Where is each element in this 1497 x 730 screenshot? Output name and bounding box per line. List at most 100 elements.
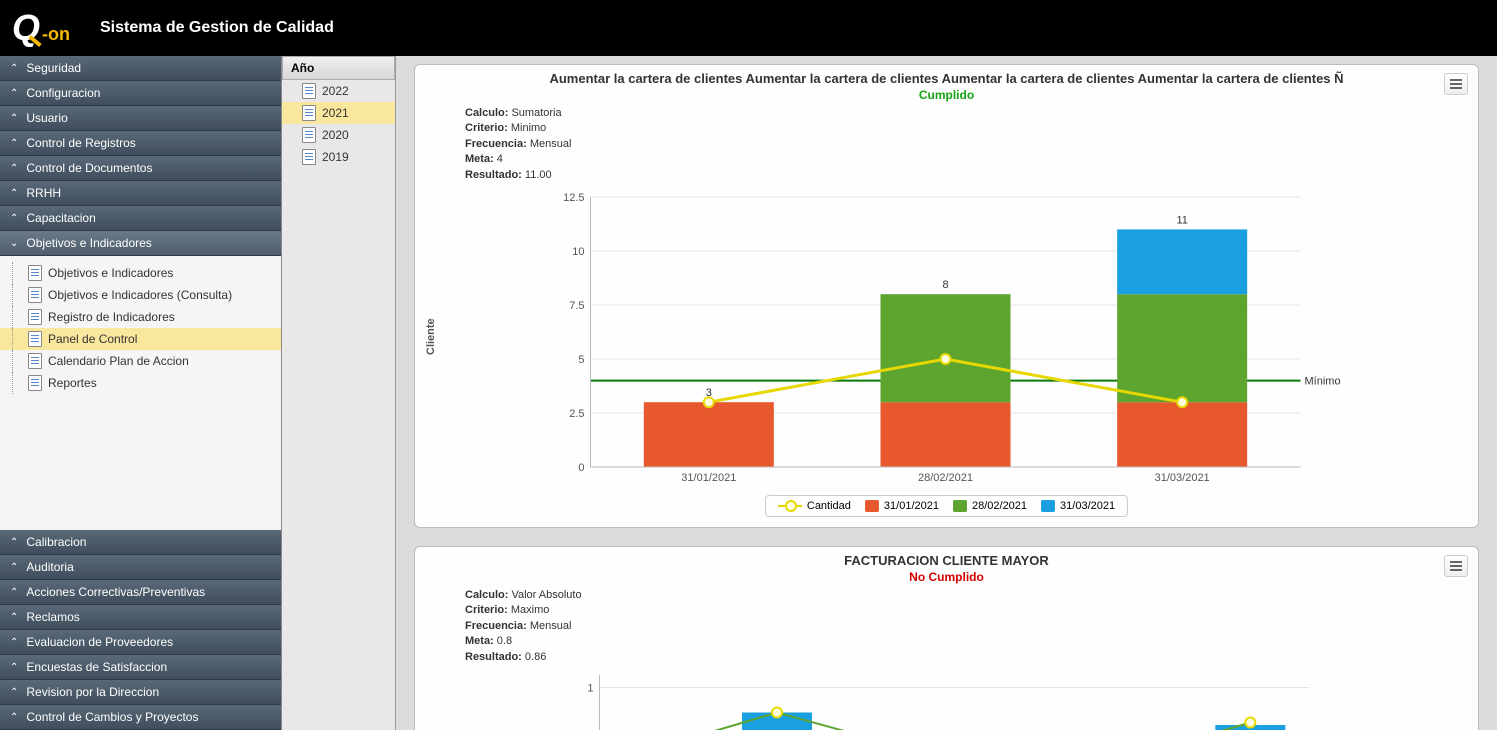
chevron-up-icon: ⌃ — [10, 587, 18, 598]
svg-text:31/01/2021: 31/01/2021 — [681, 472, 736, 484]
svg-text:31/03/2021: 31/03/2021 — [1155, 472, 1210, 484]
svg-text:5: 5 — [578, 354, 584, 366]
chart-meta: Calculo: Sumatoria Criterio: Minimo Frec… — [465, 106, 1468, 183]
sidebar-label: Reclamos — [26, 610, 79, 624]
chart-menu-button[interactable] — [1444, 555, 1468, 577]
sidebar-label: Seguridad — [26, 61, 81, 75]
sidebar-item[interactable]: ⌃Control de Documentos — [0, 156, 281, 181]
legend-item: 28/02/2021 — [953, 500, 1027, 512]
sidebar-label: Usuario — [26, 111, 67, 125]
sidebar-item[interactable]: ⌃ Encuestas de Satisfaccion — [0, 655, 281, 680]
chart-menu-button[interactable] — [1444, 73, 1468, 95]
chart-status: No Cumplido — [425, 570, 1468, 584]
submenu-label: Objetivos e Indicadores — [48, 266, 173, 280]
sidebar-item-expanded[interactable]: ⌄ Objetivos e Indicadores — [0, 231, 281, 256]
app-header: Q -on Sistema de Gestion de Calidad — [0, 0, 1497, 56]
chevron-up-icon: ⌃ — [10, 562, 18, 573]
submenu-item[interactable]: Calendario Plan de Accion — [0, 350, 281, 372]
sidebar-item[interactable]: ⌃ Capacitacion — [0, 206, 281, 231]
year-item[interactable]: 2021 — [282, 102, 395, 124]
chevron-up-icon: ⌃ — [10, 213, 18, 224]
submenu-item[interactable]: Objetivos e Indicadores (Consulta) — [0, 284, 281, 306]
sidebar-item[interactable]: ⌃Control de Registros — [0, 131, 281, 156]
svg-text:11: 11 — [1176, 214, 1187, 226]
chevron-up-icon: ⌃ — [10, 637, 18, 648]
chevron-up-icon: ⌃ — [10, 188, 18, 199]
document-icon — [28, 265, 42, 281]
logo-on: -on — [42, 24, 70, 45]
svg-text:7.5: 7.5 — [569, 300, 584, 312]
document-icon — [302, 105, 316, 121]
sidebar-label: Encuestas de Satisfaccion — [26, 660, 167, 674]
chart-legend: Cantidad31/01/202128/02/202131/03/2021 — [765, 495, 1128, 517]
legend-item: 31/01/2021 — [865, 500, 939, 512]
sidebar-label: Capacitacion — [26, 211, 95, 225]
chevron-up-icon: ⌃ — [10, 712, 18, 723]
chart-plot: 0.751Máximo — [443, 669, 1486, 730]
sidebar-label: Control de Documentos — [26, 161, 152, 175]
svg-text:Mínimo: Mínimo — [1305, 376, 1341, 388]
svg-text:2.5: 2.5 — [569, 408, 584, 420]
year-item[interactable]: 2019 — [282, 146, 395, 168]
submenu-item[interactable]: Reportes — [0, 372, 281, 394]
sidebar-item[interactable]: ⌃Revision por la Direccion — [0, 680, 281, 705]
sidebar-label: Revision por la Direccion — [26, 685, 159, 699]
chart-title: Aumentar la cartera de clientes Aumentar… — [425, 71, 1468, 86]
y-axis-label: Cliente — [425, 187, 443, 487]
chart-plot: 02.557.51012.5Mínimo331/01/2021828/02/20… — [443, 187, 1468, 487]
svg-text:8: 8 — [942, 279, 948, 291]
sidebar-label: Control de Cambios y Proyectos — [26, 710, 198, 724]
sidebar-item[interactable]: ⌃Configuracion — [0, 81, 281, 106]
logo-q: Q — [12, 7, 40, 49]
submenu-item[interactable]: Objetivos e Indicadores — [0, 262, 281, 284]
chevron-up-icon: ⌃ — [10, 138, 18, 149]
document-icon — [302, 127, 316, 143]
submenu-label: Registro de Indicadores — [48, 310, 175, 324]
sidebar-item[interactable]: ⌃Evaluacion de Proveedores — [0, 630, 281, 655]
svg-text:12.5: 12.5 — [563, 192, 584, 204]
chevron-up-icon: ⌃ — [10, 537, 18, 548]
submenu-label: Panel de Control — [48, 332, 137, 346]
document-icon — [302, 149, 316, 165]
year-header: Año — [282, 56, 395, 80]
sidebar-label: Auditoria — [26, 560, 73, 574]
sidebar-label: Configuracion — [26, 86, 100, 100]
sidebar-item[interactable]: ⌃Reclamos — [0, 605, 281, 630]
sidebar-label: Objetivos e Indicadores — [26, 236, 151, 250]
chevron-up-icon: ⌃ — [10, 113, 18, 124]
submenu-item[interactable]: Registro de Indicadores — [0, 306, 281, 328]
year-label: 2022 — [322, 84, 349, 98]
document-icon — [28, 287, 42, 303]
year-label: 2019 — [322, 150, 349, 164]
chevron-up-icon: ⌃ — [10, 662, 18, 673]
submenu-item[interactable]: Panel de Control — [0, 328, 281, 350]
svg-text:28/02/2021: 28/02/2021 — [918, 472, 973, 484]
legend-line-icon — [778, 505, 802, 507]
sidebar-item[interactable]: ⌃ Auditoria — [0, 555, 281, 580]
year-item[interactable]: 2022 — [282, 80, 395, 102]
legend-item: Cantidad — [778, 500, 851, 512]
sidebar-label: Calibracion — [26, 535, 86, 549]
svg-text:1: 1 — [587, 682, 593, 694]
sidebar: ⌃Seguridad⌃Configuracion⌃Usuario⌃Control… — [0, 56, 282, 730]
sidebar-item[interactable]: ⌃ Usuario — [0, 106, 281, 131]
year-item[interactable]: 2020 — [282, 124, 395, 146]
chart-card-1: Aumentar la cartera de clientes Aumentar… — [414, 64, 1479, 528]
legend-swatch — [865, 500, 879, 512]
svg-text:10: 10 — [572, 246, 584, 258]
chart-card-2: FACTURACION CLIENTE MAYOR No Cumplido Ca… — [414, 546, 1479, 730]
document-icon — [28, 375, 42, 391]
sidebar-item[interactable]: ⌃Seguridad — [0, 56, 281, 81]
sidebar-item[interactable]: ⌃ Calibracion — [0, 530, 281, 555]
year-label: 2021 — [322, 106, 349, 120]
document-icon — [302, 83, 316, 99]
chevron-down-icon: ⌄ — [10, 238, 18, 249]
sidebar-item[interactable]: ⌃Acciones Correctivas/Preventivas — [0, 580, 281, 605]
chart-meta: Calculo: Valor Absoluto Criterio: Maximo… — [465, 588, 1468, 665]
sidebar-item[interactable]: ⌃RRHH — [0, 181, 281, 206]
logo: Q -on — [12, 7, 70, 49]
submenu-label: Objetivos e Indicadores (Consulta) — [48, 288, 232, 302]
app-title: Sistema de Gestion de Calidad — [100, 19, 334, 37]
year-label: 2020 — [322, 128, 349, 142]
sidebar-item[interactable]: ⌃ Control de Cambios y Proyectos — [0, 705, 281, 730]
